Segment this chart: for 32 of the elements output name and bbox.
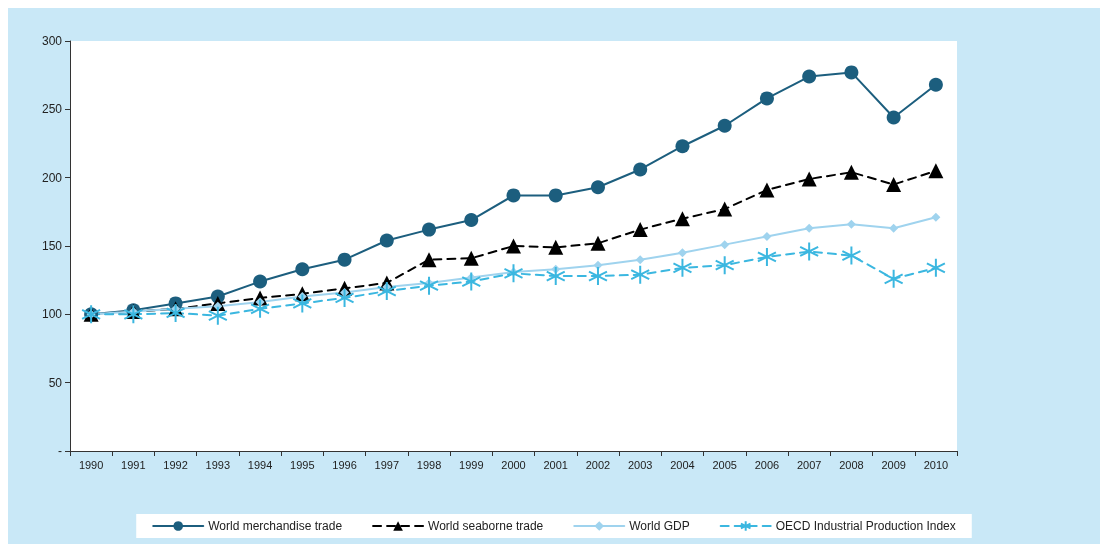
x-tick-label: 2003 [627, 458, 653, 471]
legend-label: World merchandise trade [208, 519, 343, 533]
x-tick-label: 2009 [881, 458, 906, 471]
x-tick-label: 2005 [712, 458, 737, 471]
x-tick-label: 1993 [205, 458, 231, 471]
legend-label: World GDP [629, 519, 690, 533]
x-tick-label: 2002 [585, 458, 611, 471]
x-tick-label: 2008 [839, 458, 864, 471]
x-tick-label: 2006 [754, 458, 780, 471]
x-tick-label: 2001 [543, 458, 568, 471]
y-tick-label: 150 [41, 239, 63, 253]
x-tick-label: 1999 [459, 458, 484, 471]
y-tick-label: 300 [41, 34, 63, 48]
y-tick-label: 100 [41, 307, 63, 322]
x-tick-label: 2010 [923, 458, 949, 471]
x-tick-label: 1992 [163, 458, 188, 471]
x-tick-label: 1995 [290, 458, 315, 471]
x-tick-label: 1994 [247, 458, 273, 471]
x-tick-label: 1997 [374, 458, 400, 471]
legend-label: OECD Industrial Production Index [775, 519, 956, 533]
x-tick-label: 2000 [501, 458, 526, 471]
x-tick-label: 1991 [121, 458, 146, 471]
legend-label: World seaborne trade [428, 519, 544, 533]
x-tick-label: 2007 [796, 458, 822, 471]
y-tick-label: 250 [41, 102, 63, 117]
y-tick-label: 50 [48, 375, 63, 390]
x-tick-label: 1996 [332, 458, 357, 471]
x-tick-label: 1998 [416, 458, 442, 471]
x-tick-label: 2004 [670, 458, 695, 471]
y-tick-label: 200 [41, 170, 63, 185]
y-tick-label: - [58, 444, 62, 458]
x-tick-label: 1990 [78, 458, 104, 471]
